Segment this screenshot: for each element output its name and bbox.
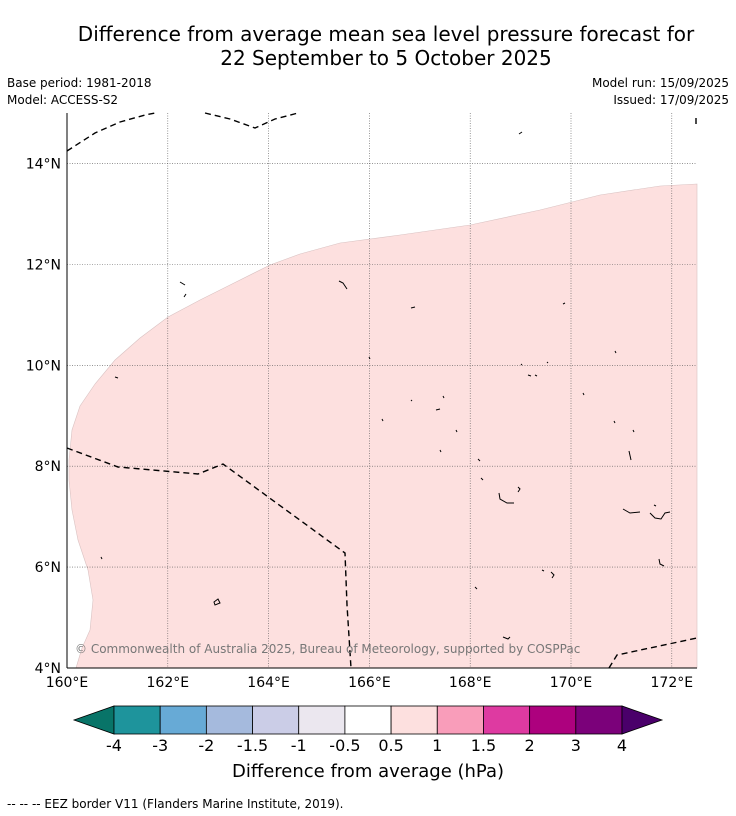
island <box>480 477 484 481</box>
colorbar-segment <box>344 705 392 735</box>
island <box>100 556 103 560</box>
island <box>649 511 671 520</box>
colorbar-segment <box>575 705 623 735</box>
island <box>541 569 545 572</box>
colorbar-segment <box>529 705 577 735</box>
island <box>520 363 523 366</box>
island <box>442 395 445 399</box>
colorbar-tick-label: -3 <box>152 736 169 755</box>
colorbar-segment <box>298 705 346 735</box>
colorbar-segment <box>159 705 207 735</box>
title-line-1: Difference from average mean sea level p… <box>77 22 695 46</box>
colorbar-segment <box>252 705 300 735</box>
island <box>435 408 441 411</box>
island <box>628 450 632 461</box>
eez-border-marshall-west <box>66 447 352 669</box>
lon-tick-label: 172°E <box>651 675 694 691</box>
issued-label: Issued: 17/09/2025 <box>613 93 729 107</box>
colorbar-tick-label: -4 <box>106 736 122 755</box>
island <box>498 492 514 504</box>
lat-tick-label: 4°N <box>35 661 61 677</box>
colorbar-extend-high <box>621 705 664 735</box>
island <box>517 486 521 493</box>
colorbar-tick-label: 1.5 <box>470 736 497 755</box>
lon-tick-label: 162°E <box>147 675 190 691</box>
model-label: Model: ACCESS-S2 <box>7 93 119 107</box>
model-run-label: Model run: 15/09/2025 <box>591 76 729 90</box>
lon-tick-label: 168°E <box>449 675 492 691</box>
island <box>474 586 478 590</box>
island <box>527 374 532 377</box>
lat-tick-label: 12°N <box>26 257 61 273</box>
eez-border-north <box>66 112 156 152</box>
lat-tick-label: 14°N <box>26 156 61 172</box>
lat-tick-label: 6°N <box>35 560 61 576</box>
colorbar <box>72 705 664 735</box>
lon-tick-label: 166°E <box>348 675 391 691</box>
island <box>183 293 187 298</box>
gridlines <box>67 113 697 668</box>
base-period-label: Base period: 1981-2018 <box>7 76 152 90</box>
eez-border-southeast <box>608 637 698 669</box>
island <box>546 361 549 364</box>
chart-title: Difference from average mean sea level p… <box>0 22 736 70</box>
island <box>477 458 481 462</box>
colorbar-segment <box>483 705 531 735</box>
title-line-2: 22 September to 5 October 2025 <box>220 46 552 70</box>
island <box>622 508 641 514</box>
island <box>410 399 413 402</box>
island <box>338 280 348 290</box>
island <box>502 636 511 640</box>
island <box>550 571 555 579</box>
island <box>653 504 657 507</box>
colorbar-tick-label: 1 <box>432 736 443 755</box>
eez-border-north-2 <box>204 112 299 129</box>
anomaly-region <box>68 183 698 669</box>
tick-labels: 160°E 162°E 164°E 166°E 168°E 170°E 172°E 4°N 6°… <box>26 156 693 691</box>
footer-note: -- -- -- EEZ border V11 (Flanders Marine… <box>7 797 344 811</box>
attribution-text: © Commonwealth of Australia 2025, Bureau… <box>75 642 580 656</box>
colorbar-tick-label: -1.5 <box>236 736 269 755</box>
colorbar-tick-label: -2 <box>198 736 215 755</box>
island <box>410 306 416 309</box>
eez-borders <box>66 112 698 669</box>
lat-tick-label: 10°N <box>26 358 61 374</box>
lon-tick-label: 160°E <box>46 675 89 691</box>
colorbar-tick-label: -0.5 <box>329 736 361 755</box>
island <box>455 429 458 433</box>
colorbar-tick-label: 3 <box>570 736 581 755</box>
colorbar-segment <box>113 705 161 735</box>
colorbar-segment <box>390 705 438 735</box>
lat-tick-label: 8°N <box>35 459 61 475</box>
colorbar-segment <box>205 705 253 735</box>
island <box>114 376 119 379</box>
colorbar-tick-label: 2 <box>524 736 535 755</box>
lon-tick-label: 170°E <box>550 675 593 691</box>
island <box>614 350 617 354</box>
island <box>518 131 523 135</box>
island <box>658 558 665 567</box>
island <box>534 374 538 377</box>
map-frame <box>66 113 697 669</box>
colorbar-tick-label: 0.5 <box>378 736 404 755</box>
colorbar-tick-label: -1 <box>290 736 307 755</box>
island <box>562 302 566 305</box>
colorbar-extend-low <box>72 705 115 735</box>
island <box>613 420 616 424</box>
islands <box>100 131 671 640</box>
island <box>439 449 442 453</box>
island <box>582 392 585 396</box>
colorbar-segment <box>436 705 484 735</box>
colorbar-title: Difference from average (hPa) <box>231 761 505 782</box>
lon-tick-label: 164°E <box>247 675 290 691</box>
island <box>213 598 221 606</box>
colorbar-tick-label: 4 <box>616 736 628 755</box>
island <box>179 281 186 286</box>
island <box>368 356 371 360</box>
island <box>632 429 635 433</box>
island <box>381 418 384 422</box>
